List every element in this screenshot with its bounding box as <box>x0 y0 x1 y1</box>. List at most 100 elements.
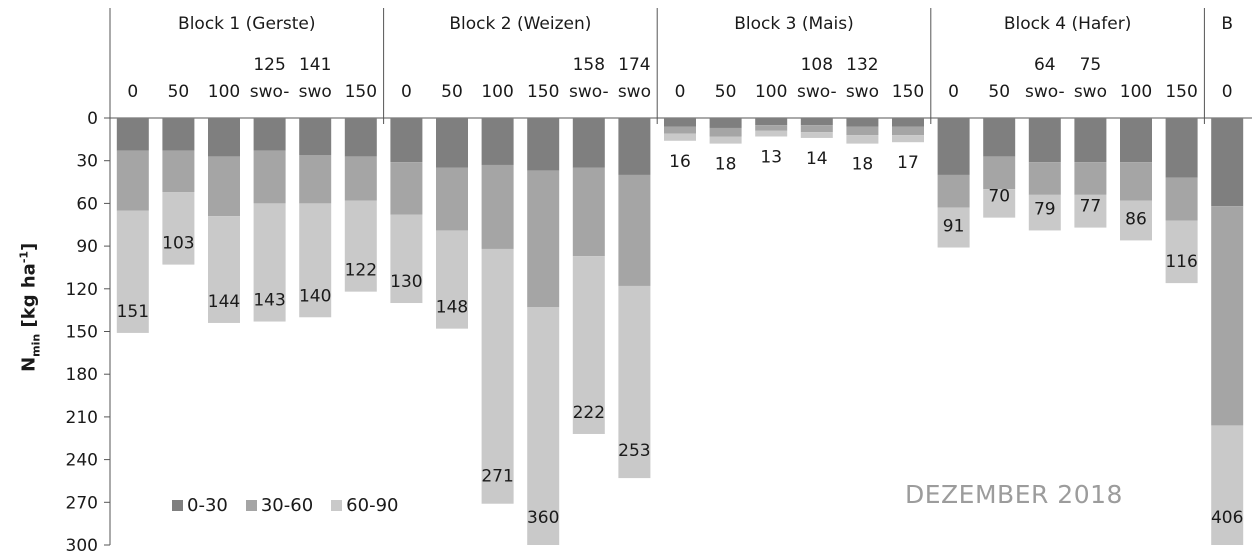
bar-segment-60-90 <box>208 216 240 323</box>
bar-segment-0-30 <box>344 118 377 157</box>
category-label-line2: 100 <box>755 82 787 102</box>
y-axis-title-sup: -1 <box>17 250 31 264</box>
bar-segment-60-90 <box>1120 200 1152 241</box>
bar-segment-60-90 <box>299 203 332 318</box>
bar-segment-30-60 <box>253 150 286 204</box>
legend-item-30-60: 30-60 <box>245 495 314 516</box>
bar-segment-60-90 <box>709 136 742 144</box>
bar-total-label: 271 <box>481 467 513 487</box>
bar-segment-0-30 <box>1165 118 1198 178</box>
bar-segment-60-90 <box>527 307 560 545</box>
block-title: B <box>1221 14 1233 34</box>
y-tick-label: 120 <box>66 280 98 300</box>
bar-segment-60-90 <box>618 285 651 479</box>
category-label-line2: swo <box>846 82 879 102</box>
bar-segment-30-60 <box>162 150 195 193</box>
block-title: Block 4 (Hafer) <box>1004 14 1132 34</box>
legend-swatch-30-60 <box>245 500 257 511</box>
bar-segment-60-90 <box>892 135 924 143</box>
bar-segment-0-30 <box>208 118 240 157</box>
category-label-line2: swo- <box>797 82 837 102</box>
category-label-line1: 64 <box>1034 55 1056 75</box>
category-label-line2: 0 <box>1222 82 1233 102</box>
legend-label-60-90: 60-90 <box>346 495 399 516</box>
bar-segment-0-30 <box>709 118 742 128</box>
category-label-line1: 141 <box>299 55 331 75</box>
bar-segment-0-30 <box>983 118 1016 157</box>
bar-segment-0-30 <box>436 118 468 168</box>
bar-segment-0-30 <box>390 118 423 163</box>
bar-segment-60-90 <box>983 189 1016 218</box>
category-label-line2: swo- <box>250 82 290 102</box>
category-label-line2: 100 <box>208 82 240 102</box>
y-axis-title-main: N <box>18 356 40 372</box>
bar-segment-0-30 <box>1074 118 1107 163</box>
category-label-line2: swo- <box>569 82 609 102</box>
bar-segment-0-30 <box>618 118 651 175</box>
bar-segment-60-90 <box>800 132 833 138</box>
bar-total-label: 16 <box>669 152 691 172</box>
bar-segment-30-60 <box>116 150 149 211</box>
legend-swatch-60-90 <box>331 500 343 511</box>
bar-segment-0-30 <box>481 118 514 165</box>
y-axis-title: Nmin [kg ha-1] <box>10 200 50 420</box>
y-tick-label: 90 <box>76 237 98 257</box>
bar-segment-30-60 <box>800 125 833 133</box>
bar-segment-0-30 <box>1211 118 1244 207</box>
bar-total-label: 253 <box>618 441 650 461</box>
bar-segment-30-60 <box>1211 206 1244 426</box>
bar-segment-60-90 <box>1211 425 1244 545</box>
bar-segment-0-30 <box>937 118 970 175</box>
bar-segment-30-60 <box>664 126 696 134</box>
bar-segment-30-60 <box>709 127 742 137</box>
category-label-line2: 0 <box>948 82 959 102</box>
legend-item-0-30: 0-30 <box>172 495 228 516</box>
bar-segment-30-60 <box>527 170 560 308</box>
y-axis-title-unit: [kg ha <box>18 263 40 334</box>
y-tick-label: 0 <box>87 109 98 129</box>
bar-segment-30-60 <box>344 156 377 201</box>
bar-segment-0-30 <box>527 118 560 171</box>
category-label-line2: swo <box>1074 82 1107 102</box>
bar-segment-0-30 <box>892 118 924 127</box>
block-title: Block 2 (Weizen) <box>449 14 591 34</box>
bar-segment-30-60 <box>299 155 332 204</box>
category-label-line2: 50 <box>715 82 737 102</box>
bar-total-label: 406 <box>1211 508 1243 528</box>
bar-segment-60-90 <box>116 210 149 333</box>
bar-segment-0-30 <box>253 118 286 151</box>
y-tick-label: 180 <box>66 365 98 385</box>
category-label-line2: 100 <box>481 82 513 102</box>
bar-segment-60-90 <box>344 200 377 292</box>
bar-total-label: 18 <box>715 155 737 175</box>
block-title: Block 1 (Gerste) <box>178 14 315 34</box>
bar-segment-30-60 <box>618 174 651 286</box>
bar-total-label: 143 <box>253 291 285 311</box>
y-tick-label: 240 <box>66 451 98 471</box>
bar-segment-30-60 <box>983 156 1016 190</box>
bar-segment-0-30 <box>800 118 833 126</box>
bar-segment-60-90 <box>436 230 468 329</box>
y-tick-label: 300 <box>66 536 98 556</box>
bar-segment-0-30 <box>572 118 605 168</box>
legend-label-30-60: 30-60 <box>260 495 314 516</box>
bar-total-label: 70 <box>988 187 1010 207</box>
bar-segment-30-60 <box>892 126 924 136</box>
category-label-line2: 150 <box>527 82 559 102</box>
bar-segment-0-30 <box>664 118 696 127</box>
category-label-line1: 174 <box>618 55 650 75</box>
bar-total-label: 116 <box>1165 252 1197 272</box>
bar-total-label: 18 <box>852 155 874 175</box>
bar-total-label: 130 <box>390 272 422 292</box>
bar-segment-30-60 <box>1028 162 1061 195</box>
category-label-line2: 150 <box>892 82 924 102</box>
bar-segment-30-60 <box>755 125 788 131</box>
bar-segment-60-90 <box>937 207 970 248</box>
bar-total-label: 77 <box>1080 197 1102 217</box>
bar-segment-30-60 <box>846 126 879 136</box>
bar-total-label: 17 <box>897 153 919 173</box>
y-tick-label: 270 <box>66 493 98 513</box>
bar-segment-60-90 <box>1074 194 1107 228</box>
bar-segment-60-90 <box>1028 194 1061 231</box>
